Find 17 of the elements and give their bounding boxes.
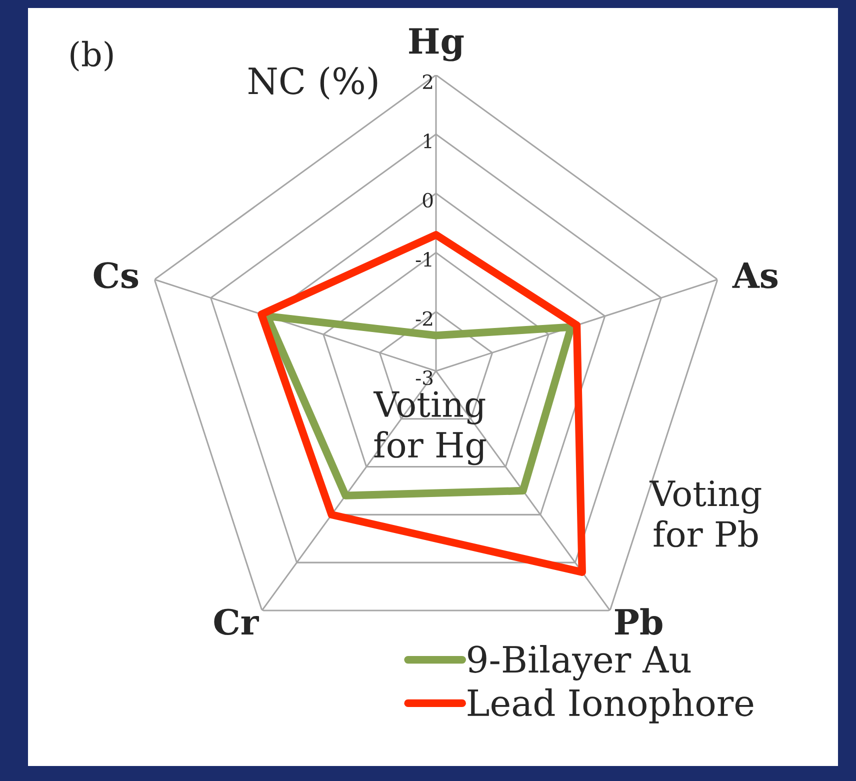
text: (b) <box>70 40 113 72</box>
text: Voting for Hg <box>373 391 486 466</box>
spoke-label: Hg <box>409 28 464 62</box>
legend-label: 9-Bilayer Au <box>468 645 691 680</box>
legend-label: Lead Ionophore <box>468 688 754 724</box>
y-tick-label: -3 <box>416 370 433 386</box>
spoke-label: As <box>732 262 778 288</box>
spoke-label: Pb <box>614 608 662 635</box>
y-tick-label: 0 <box>422 192 433 208</box>
y-tick-label: -1 <box>416 252 432 266</box>
text: Voting for Pb <box>649 480 762 548</box>
text: NC (%) <box>248 66 378 100</box>
y-tick-label: -2 <box>416 311 432 326</box>
spoke-label: Cr <box>214 608 260 635</box>
y-tick-label: 1 <box>424 134 432 148</box>
y-tick-label: 2 <box>422 74 432 89</box>
spoke-label: Cs <box>94 262 138 288</box>
